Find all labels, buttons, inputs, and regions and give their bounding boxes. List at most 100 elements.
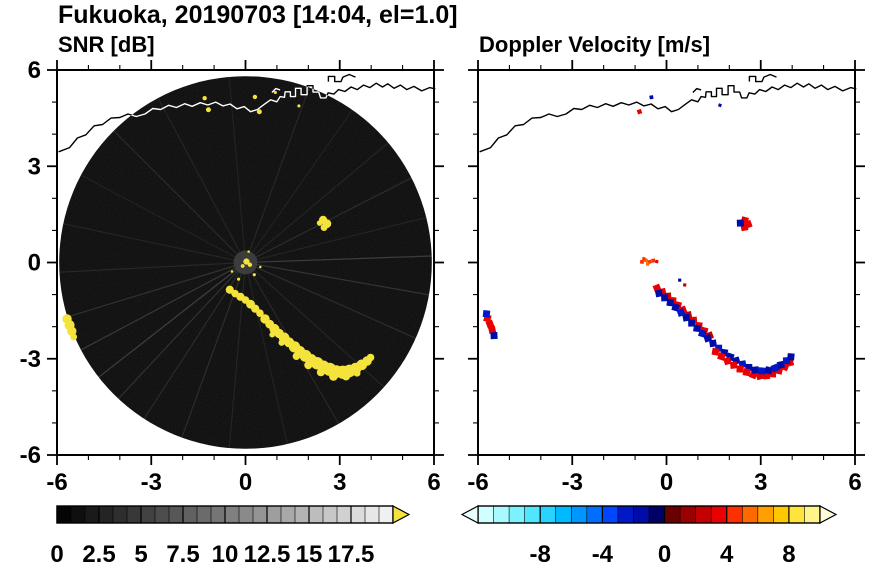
y-tick-label: 0 — [28, 250, 41, 277]
velocity-echo — [717, 103, 722, 108]
velocity-echo — [751, 366, 760, 374]
colorbar-segment — [225, 506, 240, 523]
snr-echo — [252, 94, 258, 100]
x-tick-label: -3 — [141, 469, 162, 496]
colorbar-segment — [586, 506, 603, 523]
colorbar-segment — [239, 506, 254, 523]
colorbar-segment — [571, 506, 588, 523]
snr-echo — [243, 258, 250, 265]
snr-colorbar: 0 2.5 5 7.5 10 12.5 15 17.5 — [50, 505, 411, 568]
velocity-echo — [682, 283, 687, 287]
velocity-echo — [642, 256, 646, 261]
colorbar-segment — [337, 506, 352, 523]
snr-echo — [252, 273, 256, 277]
velocity-echo — [729, 361, 738, 370]
colorbar-segment — [113, 506, 128, 523]
snr-echo — [247, 250, 250, 253]
colorbar-segment — [169, 506, 184, 523]
snr-axes: -6 -3 0 3 6 -6 -3 0 3 6 — [20, 57, 444, 496]
clutter-spoke — [118, 262, 246, 400]
clutter-spoke — [228, 76, 247, 263]
vel-axes: -6 -3 0 3 6 — [467, 60, 865, 496]
colorbar-segment — [633, 506, 650, 523]
snr-colorbar-label: 7.5 — [166, 541, 199, 568]
velocity-colorbar-label: -8 — [530, 541, 551, 568]
x-tick-label: 3 — [333, 469, 346, 496]
velocity-colorbar-label: 4 — [720, 541, 734, 568]
clutter-spoke — [113, 130, 246, 263]
snr-echo — [304, 361, 313, 370]
velocity-echo — [770, 363, 780, 373]
velocity-echo — [776, 360, 786, 369]
snr-echo — [202, 96, 207, 101]
velocity-echo — [723, 356, 732, 366]
snr-echo — [292, 352, 301, 360]
colorbar-segment — [617, 506, 634, 523]
colorbar-segment — [197, 506, 212, 523]
clutter-spoke — [245, 255, 432, 264]
colorbar-segment — [309, 506, 324, 523]
colorbar-segment — [726, 506, 743, 523]
clutter-spoke — [244, 87, 310, 263]
snr-echo — [256, 309, 264, 317]
clutter-spoke — [245, 261, 416, 339]
colorbar-segment — [742, 506, 759, 523]
x-tick-label: 0 — [660, 469, 673, 496]
x-tick-label: -6 — [467, 469, 488, 496]
clutter-spoke — [59, 261, 246, 273]
colorbar-segment — [183, 506, 198, 523]
x-tick-label: 0 — [239, 469, 252, 496]
colorbar-segment — [141, 506, 156, 523]
colorbar-segment — [804, 506, 821, 523]
snr-echo — [70, 333, 78, 341]
clutter-spoke — [157, 97, 247, 263]
colorbar-segment — [281, 506, 296, 523]
figure-title: Fukuoka, 20190703 [14:04, el=1.0] — [58, 1, 458, 29]
clutter-spoke — [67, 261, 246, 318]
velocity-colorbar-label: 0 — [658, 541, 671, 568]
y-tick-label: -6 — [20, 442, 41, 469]
colorbar-segment — [509, 506, 526, 523]
colorbar-segment — [211, 506, 226, 523]
snr-echo — [329, 371, 338, 381]
colorbar-segment — [680, 506, 697, 523]
clutter-spoke — [98, 262, 246, 378]
snr-echo — [256, 109, 262, 115]
colorbar-segment — [71, 506, 86, 523]
x-tick-label: 6 — [848, 469, 861, 496]
colorbar-segment — [99, 506, 114, 523]
colorbar-segment — [757, 506, 774, 523]
clutter-spoke — [245, 109, 353, 263]
clutter-spoke — [80, 261, 246, 351]
velocity-echo — [758, 367, 766, 375]
clutter-spoke — [245, 261, 430, 296]
velocity-echo — [697, 329, 707, 338]
velocity-echo — [688, 319, 696, 327]
snr-echo — [259, 265, 262, 269]
velocity-echo — [693, 324, 701, 333]
velocity-echo — [787, 353, 795, 361]
y-tick-label: 6 — [28, 57, 41, 84]
colorbar-segment — [478, 506, 495, 523]
velocity-under-arrow — [460, 505, 479, 524]
snr-echo — [366, 353, 375, 362]
snr-echo — [205, 107, 211, 113]
snr-echo — [273, 90, 277, 95]
snr-echo — [341, 372, 351, 381]
clutter-spoke — [245, 216, 427, 264]
coastline — [748, 73, 777, 83]
snr-colorbar-label: 15 — [296, 541, 323, 568]
colorbar-segment — [155, 506, 170, 523]
colorbar-segment — [267, 506, 282, 523]
colorbar-segment — [365, 506, 380, 523]
colorbar-segment — [711, 506, 728, 523]
velocity-echo — [639, 259, 645, 264]
coastline — [479, 82, 857, 153]
velocity-echo — [646, 262, 650, 266]
snr-echo — [297, 104, 301, 108]
snr-colorbar-label: 17.5 — [328, 541, 375, 568]
snr-colorbar-label: 5 — [134, 541, 147, 568]
velocity-echo — [654, 259, 659, 264]
velocity-echo — [654, 289, 664, 298]
